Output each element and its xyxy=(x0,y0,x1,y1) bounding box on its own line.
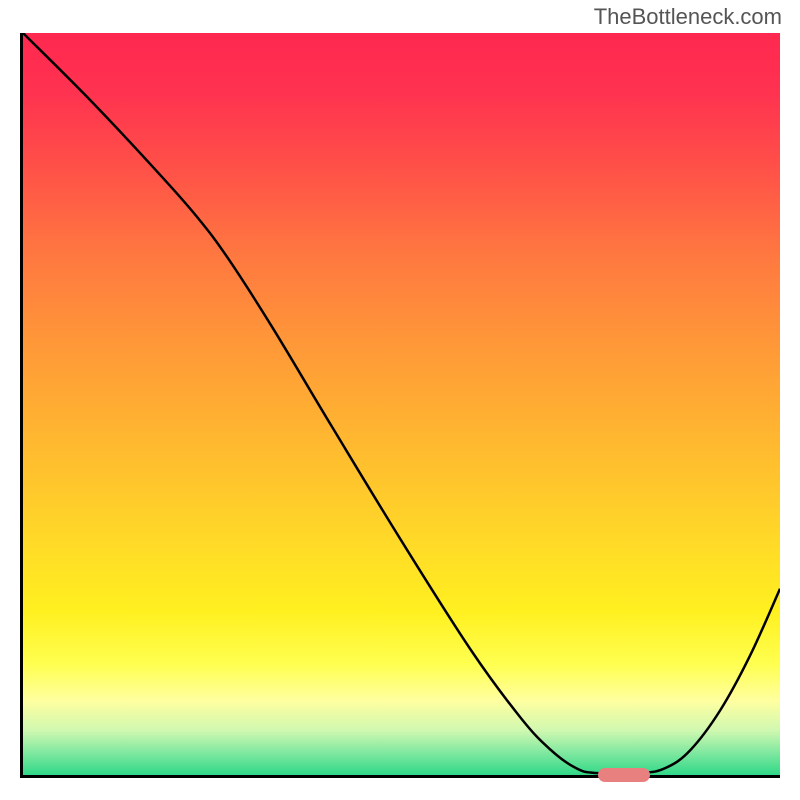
chart-plot-area xyxy=(20,33,780,778)
bottleneck-curve xyxy=(23,33,780,775)
watermark-text: TheBottleneck.com xyxy=(594,4,782,30)
optimal-marker xyxy=(598,768,650,782)
